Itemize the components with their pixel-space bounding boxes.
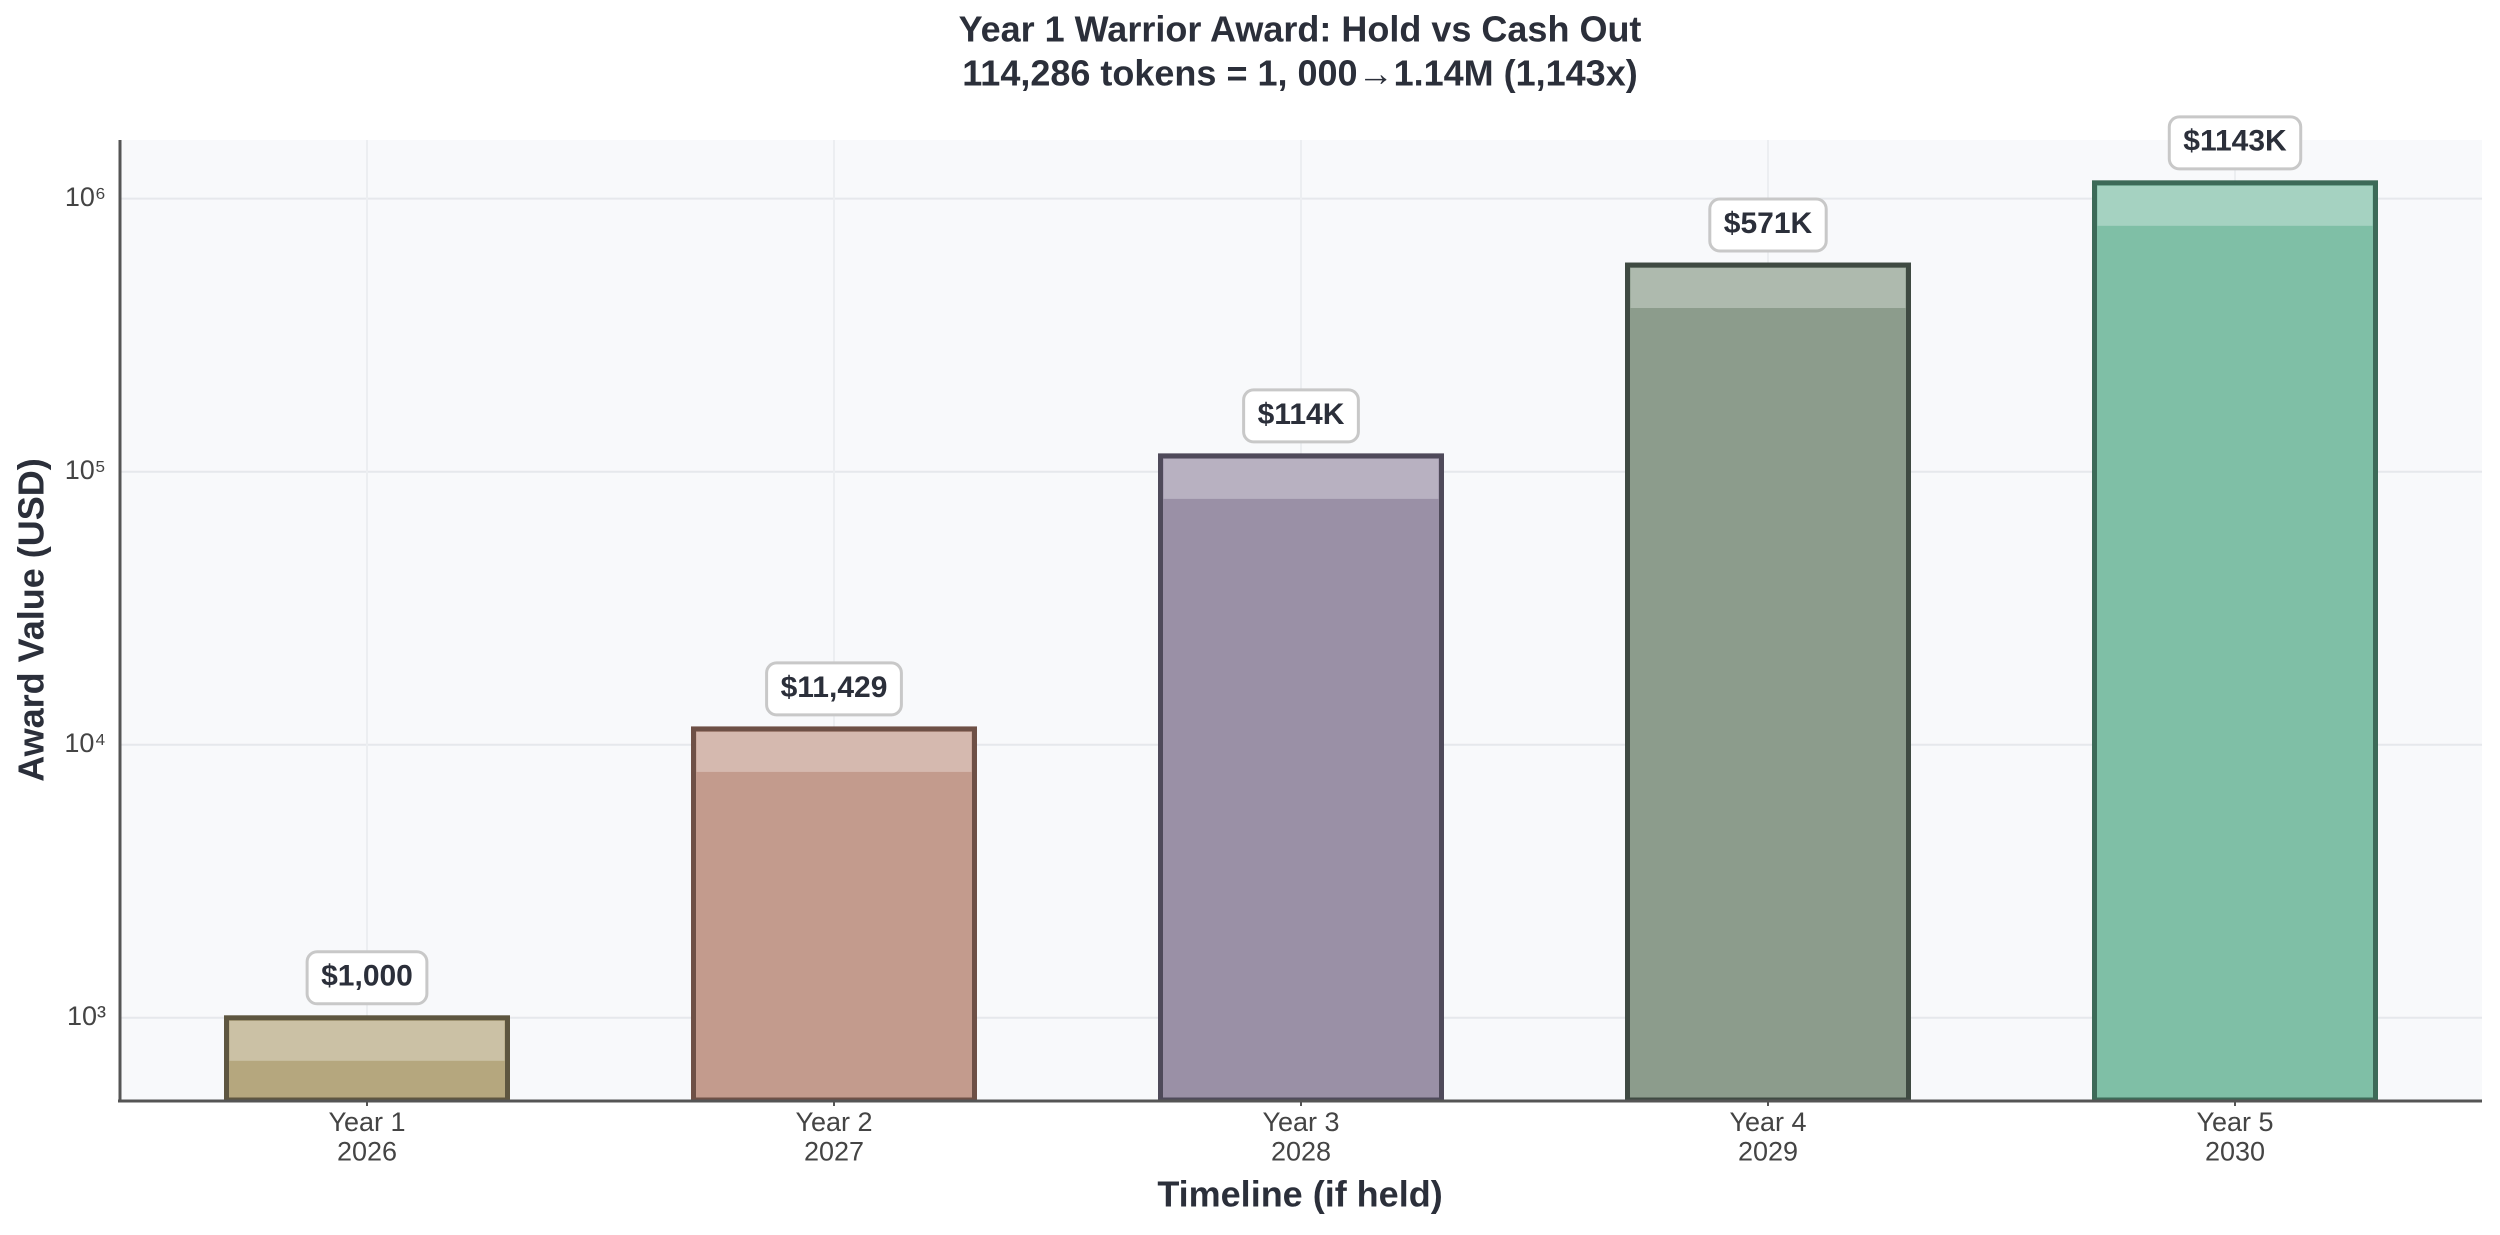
x-tick-label: Year 3 2028 [1262, 1107, 1339, 1167]
y-tick-label: 10⁶ [65, 182, 106, 212]
y-tick-label: 10³ [67, 1001, 106, 1031]
y-tick-label: 10⁴ [64, 728, 106, 758]
value-label: $11,429 [781, 671, 888, 704]
x-tick-label: Year 1 2026 [328, 1107, 405, 1167]
value-label: $1143K [2183, 125, 2287, 158]
x-tick-label: Year 4 2029 [1729, 1107, 1806, 1167]
bars [224, 180, 2378, 1103]
bar [1625, 262, 1911, 1103]
bar-highlight [696, 731, 972, 772]
y-tick-label: 10⁵ [65, 455, 106, 485]
x-axis-label: Timeline (if held) [1157, 1174, 1442, 1215]
value-label: $114K [1258, 398, 1345, 431]
value-label: $571K [1724, 207, 1813, 240]
value-label-box [1242, 388, 1360, 444]
bar-highlight [1163, 458, 1439, 499]
value-label-box [2167, 115, 2303, 171]
chart-subtitle: 114,286 tokens = 1, 000→1.14M (1,143x) [962, 53, 1637, 94]
bar-highlight [229, 1020, 505, 1061]
bar [691, 726, 977, 1103]
value-label-box [1708, 197, 1828, 253]
x-tick-label: Year 2 2027 [795, 1107, 872, 1167]
x-tick-label: Year 5 2030 [2196, 1107, 2273, 1167]
value-label: $1,000 [321, 960, 413, 993]
y-axis-label: Award Value (USD) [11, 458, 52, 781]
bar [1158, 453, 1444, 1103]
bar [2092, 180, 2378, 1103]
chart-title: Year 1 Warrior Award: Hold vs Cash Out [959, 9, 1642, 50]
value-label-box [765, 661, 903, 717]
bar [224, 1015, 510, 1103]
value-label-box [305, 950, 429, 1006]
bar-highlight [2097, 185, 2373, 226]
bar-highlight [1630, 268, 1906, 309]
